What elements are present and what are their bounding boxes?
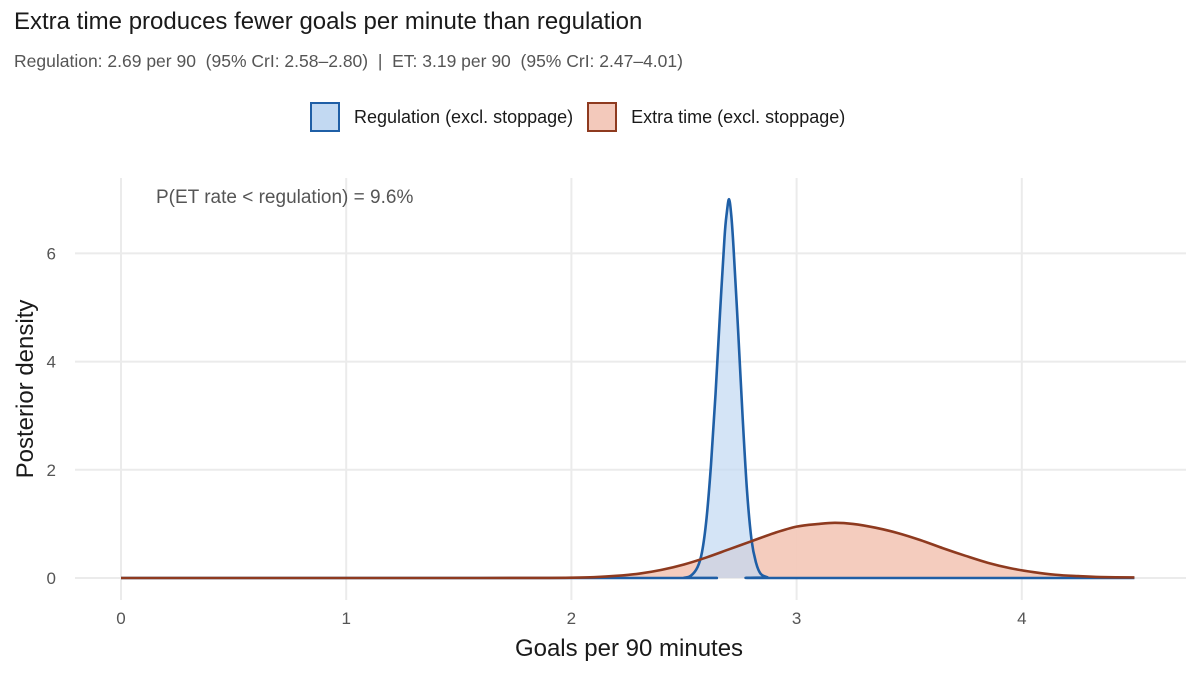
y-axis-title: Posterior density <box>12 300 39 479</box>
x-tick-label-1: 1 <box>341 609 350 628</box>
x-tick-label-3: 3 <box>792 609 801 628</box>
legend-label-regulation: Regulation (excl. stoppage) <box>354 106 574 127</box>
legend-key-regulation <box>310 102 340 132</box>
chart-title: Extra time produces fewer goals per minu… <box>14 8 643 35</box>
x-axis-title: Goals per 90 minutes <box>515 635 743 662</box>
x-tick-label-0: 0 <box>116 609 125 628</box>
x-tick-label-2: 2 <box>567 609 576 628</box>
density-line-regulation <box>121 197 1135 580</box>
legend-item-regulation: Regulation (excl. stoppage) <box>310 102 573 132</box>
y-tick-label-1: 2 <box>47 461 56 480</box>
density-area-regulation <box>121 199 1135 578</box>
probability-annotation: P(ET rate < regulation) = 9.6% <box>156 187 413 208</box>
legend-item-extra-time: Extra time (excl. stoppage) <box>587 102 845 132</box>
legend: Regulation (excl. stoppage) Extra time (… <box>310 102 859 132</box>
density-line-extra-time <box>121 521 1135 580</box>
tick-labels: 0 1 2 3 4 0 2 4 6 <box>47 244 1027 628</box>
chart-subtitle: Regulation: 2.69 per 90 (95% CrI: 2.58–2… <box>14 51 683 71</box>
legend-key-extra-time <box>587 102 618 132</box>
density-lines <box>121 197 1135 580</box>
x-tick-label-4: 4 <box>1017 609 1026 628</box>
grid <box>75 178 1186 600</box>
y-tick-label-0: 0 <box>47 569 56 588</box>
density-areas <box>121 199 1135 578</box>
legend-label-extra-time: Extra time (excl. stoppage) <box>631 106 846 127</box>
y-tick-label-2: 4 <box>47 353 56 372</box>
y-tick-label-3: 6 <box>47 244 56 263</box>
density-area-extra-time <box>121 522 1135 578</box>
